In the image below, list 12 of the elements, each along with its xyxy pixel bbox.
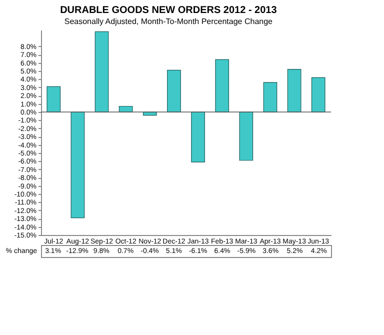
bar: [167, 70, 181, 112]
bar: [94, 31, 109, 112]
bar: [263, 82, 278, 112]
bar: [191, 112, 205, 162]
chart-title: DURABLE GOODS NEW ORDERS 2012 - 2013: [60, 5, 278, 16]
bar: [215, 59, 230, 112]
bar: [46, 86, 61, 112]
bar: [287, 69, 302, 112]
chart-subtitle: Seasonally Adjusted, Month-To-Month Percentage Change: [64, 17, 274, 26]
bar: [70, 112, 85, 218]
bar: [311, 77, 326, 112]
bar: [239, 112, 254, 161]
